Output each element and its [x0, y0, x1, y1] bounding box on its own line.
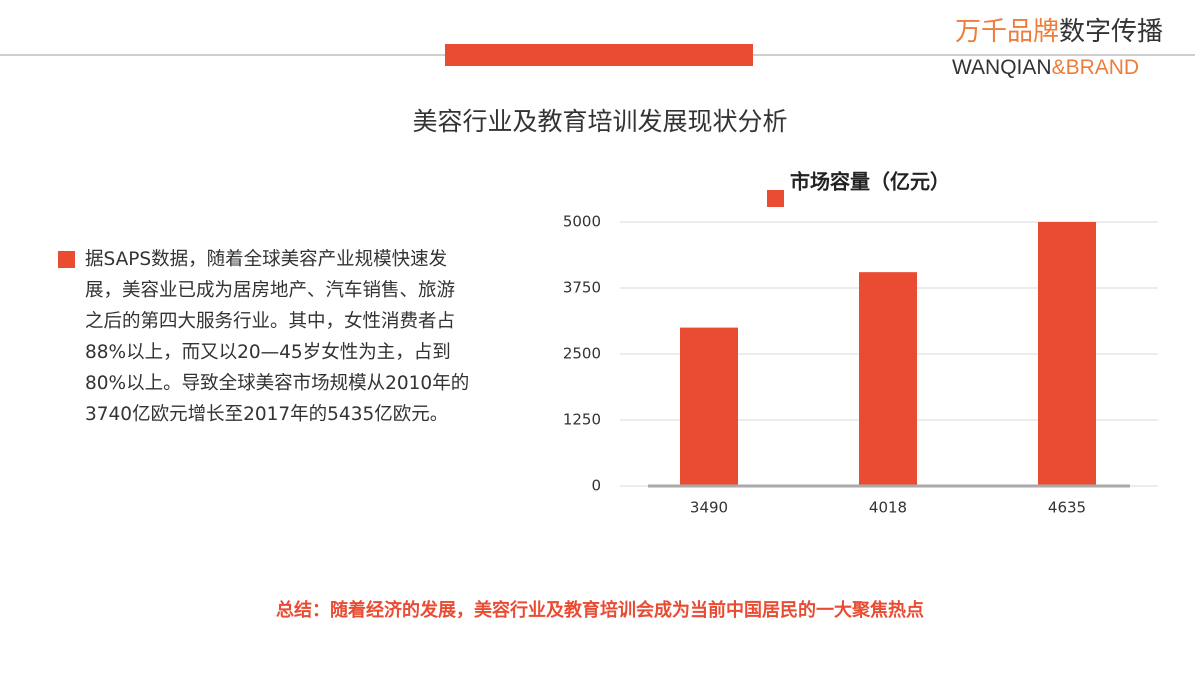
slide-title: 美容行业及教育培训发展现状分析 [412, 107, 787, 136]
y-tick-label: 2500 [563, 345, 601, 363]
y-tick-label: 1250 [563, 411, 601, 429]
legend-swatch [767, 190, 784, 207]
paragraph-line: 80%以上。导致全球美容市场规模从2010年的 [85, 373, 469, 394]
x-tick-label: 3490 [690, 499, 728, 517]
summary: 总结：随着经济的发展，美容行业及教育培训会成为当前中国居民的一大聚焦热点 [276, 599, 924, 621]
paragraph-line: 3740亿欧元增长至2017年的5435亿欧元。 [85, 404, 448, 425]
bar [1038, 222, 1096, 486]
paragraph-line: 据SAPS数据，随着全球美容产业规模快速发 [85, 249, 447, 270]
logo-en-1: WANQIAN [952, 56, 1052, 79]
paragraph-line: 展，美容业已成为居房地产、汽车销售、旅游 [85, 280, 455, 301]
bullet [58, 251, 75, 268]
x-tick-label: 4635 [1048, 499, 1086, 517]
x-tick-label: 4018 [869, 499, 907, 517]
paragraph-line: 之后的第四大服务行业。其中，女性消费者占 [85, 311, 455, 332]
logo-cn-1: 万千品牌 [955, 17, 1059, 47]
header-bar [445, 44, 753, 66]
logo-cn: 万千品牌数字传播 [955, 17, 1163, 47]
logo-cn-2: 数字传播 [1059, 17, 1163, 47]
y-tick-label: 5000 [563, 213, 601, 231]
paragraph-line: 88%以上，而又以20—45岁女性为主，占到 [85, 342, 451, 363]
bar [680, 327, 738, 486]
y-tick-label: 3750 [563, 279, 601, 297]
chart: 0 1250 2500 3750 5000 3490 4018 4635 市场容量（亿元） [563, 170, 1158, 517]
logo-en: WANQIAN&BRAND [952, 56, 1139, 79]
logo-en-2: &BRAND [1052, 56, 1140, 79]
bar [859, 272, 917, 486]
legend-label: 市场容量（亿元） [790, 170, 950, 194]
y-tick-label: 0 [591, 477, 601, 495]
paragraph: 据SAPS数据，随着全球美容产业规模快速发展，美容业已成为居房地产、汽车销售、旅… [85, 249, 469, 425]
